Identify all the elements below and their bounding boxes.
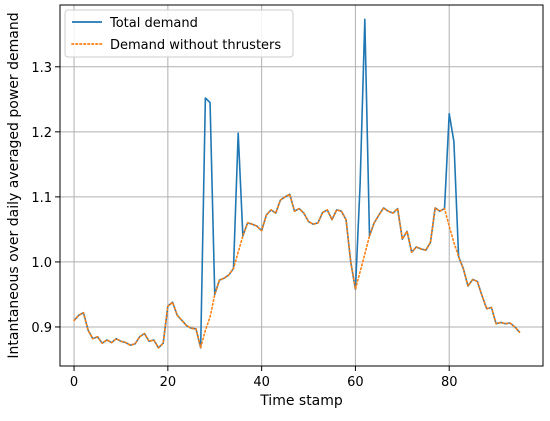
y-tick-label: 1.3 [31,61,52,76]
x-tick-label: 60 [347,375,364,390]
legend: Total demand Demand without thrusters [64,9,294,58]
y-axis-label: Intantaneous over daily averaged power d… [6,12,22,358]
y-tick-label: 1.1 [31,191,52,206]
ticks: 0 20 40 60 80 0.9 1.0 1.1 1.2 1.3 [31,61,457,390]
series-layer [73,18,521,349]
grid [60,5,543,366]
x-tick-label: 40 [253,375,270,390]
legend-label-total-demand: Total demand [109,16,198,31]
x-tick-label: 20 [160,375,177,390]
series-demand-without-thrusters [73,193,521,349]
y-tick-label: 1.2 [31,126,52,141]
legend-box [64,9,294,58]
y-tick-label: 0.9 [31,321,52,336]
legend-label-demand-without-thrusters: Demand without thrusters [110,38,281,53]
x-tick-label: 80 [441,375,458,390]
x-axis-label: Time stamp [259,393,343,409]
x-tick-label: 0 [70,375,78,390]
y-tick-label: 1.0 [31,256,52,271]
plot-frame [59,4,544,367]
series-total-demand [73,18,521,349]
